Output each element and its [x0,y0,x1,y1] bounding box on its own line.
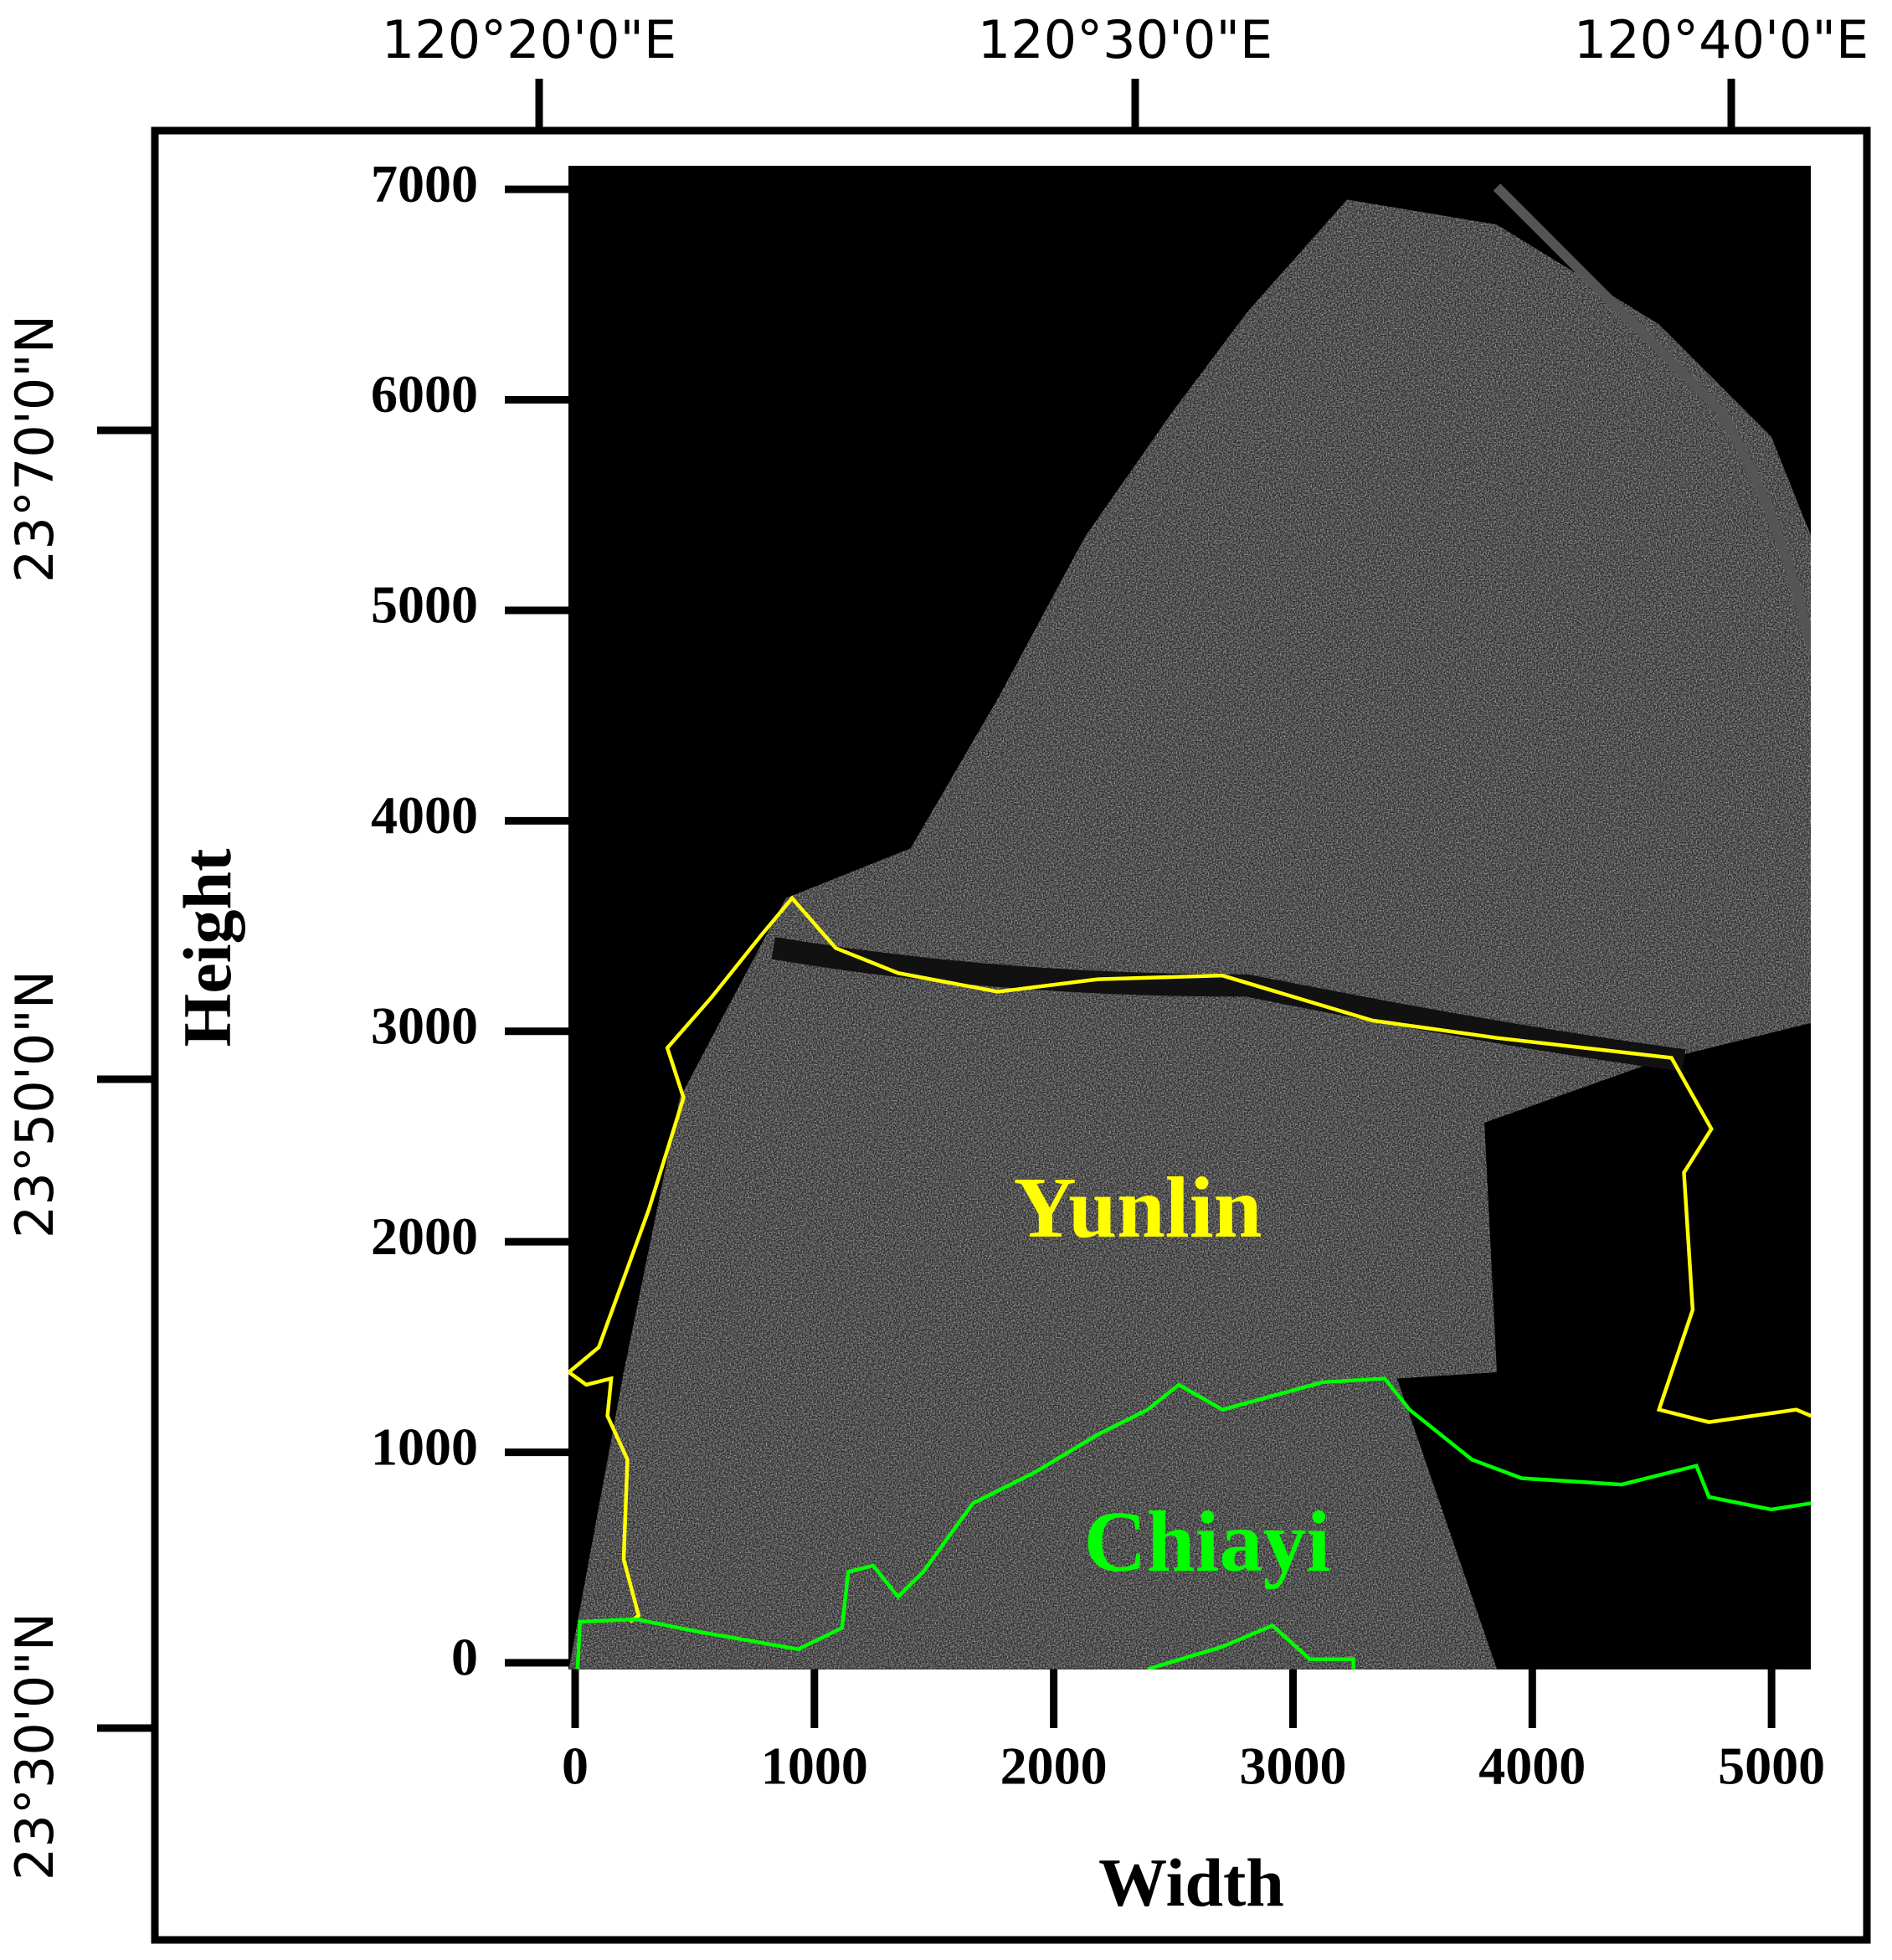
longitude-label: 120°40'0"E [1574,9,1869,70]
longitude-label: 120°30'0"E [978,9,1272,70]
yunlin-boundary [568,895,1811,1424]
x-axis-label: Width [1098,1844,1284,1921]
latitude-label: 23°50'0"N [4,970,65,1238]
latitude-label: 23°30'0"N [4,1613,65,1880]
y-tick-label: 2000 [371,1206,478,1266]
region-label: Chiayi [1084,1494,1331,1590]
frame [151,126,1871,1944]
x-tick-label: 1000 [761,1736,868,1796]
yunlin-boundary [568,1371,641,1623]
satellite-image [568,166,1811,1669]
y-tick-label: 5000 [371,575,478,635]
x-tick-label: 4000 [1478,1736,1586,1796]
latitude-label: 23°70'0"N [4,315,65,583]
y-tick-label: 6000 [371,364,478,424]
x-tick-label: 5000 [1718,1736,1825,1796]
x-tick-label: 2000 [1000,1736,1108,1796]
river [771,937,1686,1072]
y-axis-label: Height [169,849,245,1047]
land-texture [568,199,1811,1669]
chiayi-boundary [575,1376,1811,1669]
x-tick-label: 3000 [1239,1736,1346,1796]
y-tick-label: 1000 [371,1417,478,1476]
y-tick-label: 3000 [371,995,478,1055]
river [1493,183,1811,651]
chiayi-boundary [1147,1623,1355,1669]
region-label: Yunlin [1014,1160,1262,1256]
y-tick-label: 0 [451,1628,478,1687]
longitude-label: 120°20'0"E [382,9,676,70]
y-tick-label: 4000 [371,785,478,845]
y-tick-label: 7000 [371,154,478,213]
x-tick-label: 0 [562,1736,589,1796]
